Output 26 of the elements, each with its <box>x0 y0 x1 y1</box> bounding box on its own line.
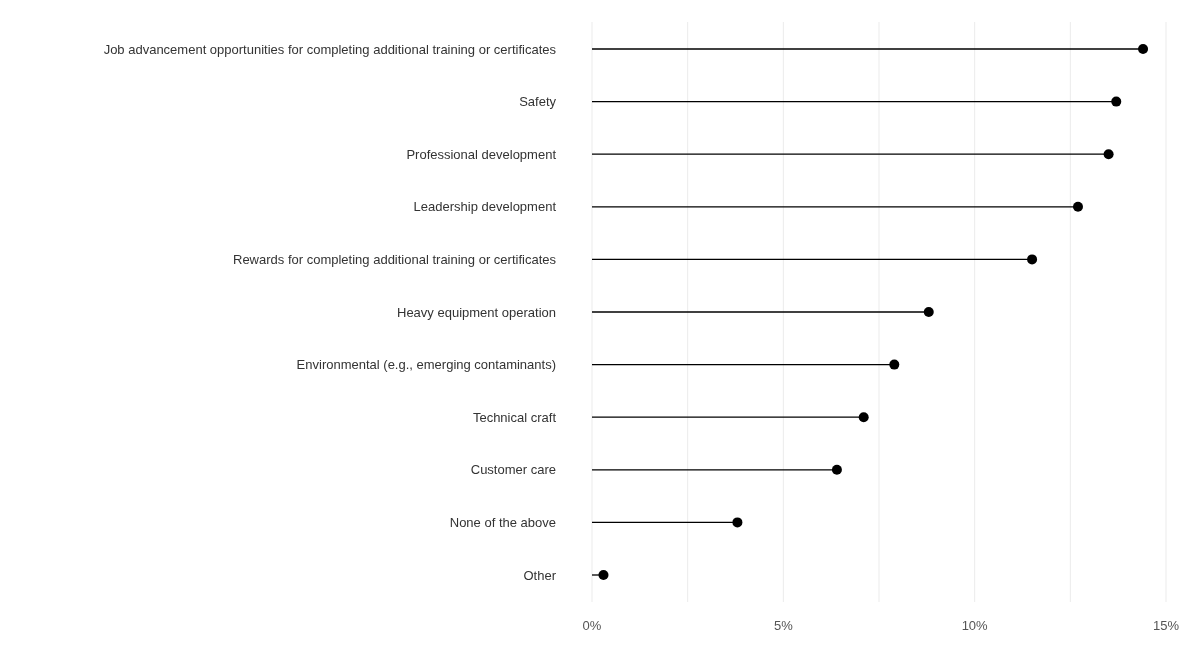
y-tick-label: Customer care <box>470 462 556 478</box>
y-tick-label: None of the above <box>449 514 556 530</box>
point <box>923 307 934 317</box>
y-tick-label: Safety <box>519 94 557 110</box>
point <box>1138 44 1149 54</box>
y-tick-label: Technical craft <box>472 409 557 425</box>
point <box>858 412 869 423</box>
x-tick-label: 0% <box>582 618 602 633</box>
point <box>1111 96 1122 107</box>
y-tick-label: Other <box>523 567 557 583</box>
y-tick-label: Job advancement opportunities for completing additional training or certificates <box>103 41 557 57</box>
x-tick-label: 15% <box>1152 618 1180 633</box>
point <box>732 517 743 528</box>
y-tick-label: Heavy equipment operation <box>397 304 556 320</box>
point <box>831 464 842 475</box>
point <box>1027 254 1038 265</box>
y-tick-label: Rewards for completing additional training or certificates <box>233 251 557 267</box>
point <box>1072 201 1083 212</box>
point <box>1103 149 1114 160</box>
y-tick-label: Professional development <box>406 146 557 162</box>
y-tick-label: Leadership development <box>413 199 557 215</box>
point <box>598 570 609 580</box>
x-tick-label: 5% <box>773 618 794 633</box>
x-tick-label: 10% <box>961 618 989 633</box>
point <box>889 359 900 370</box>
y-tick-label: Environmental (e.g., emerging contaminants) <box>296 357 556 373</box>
